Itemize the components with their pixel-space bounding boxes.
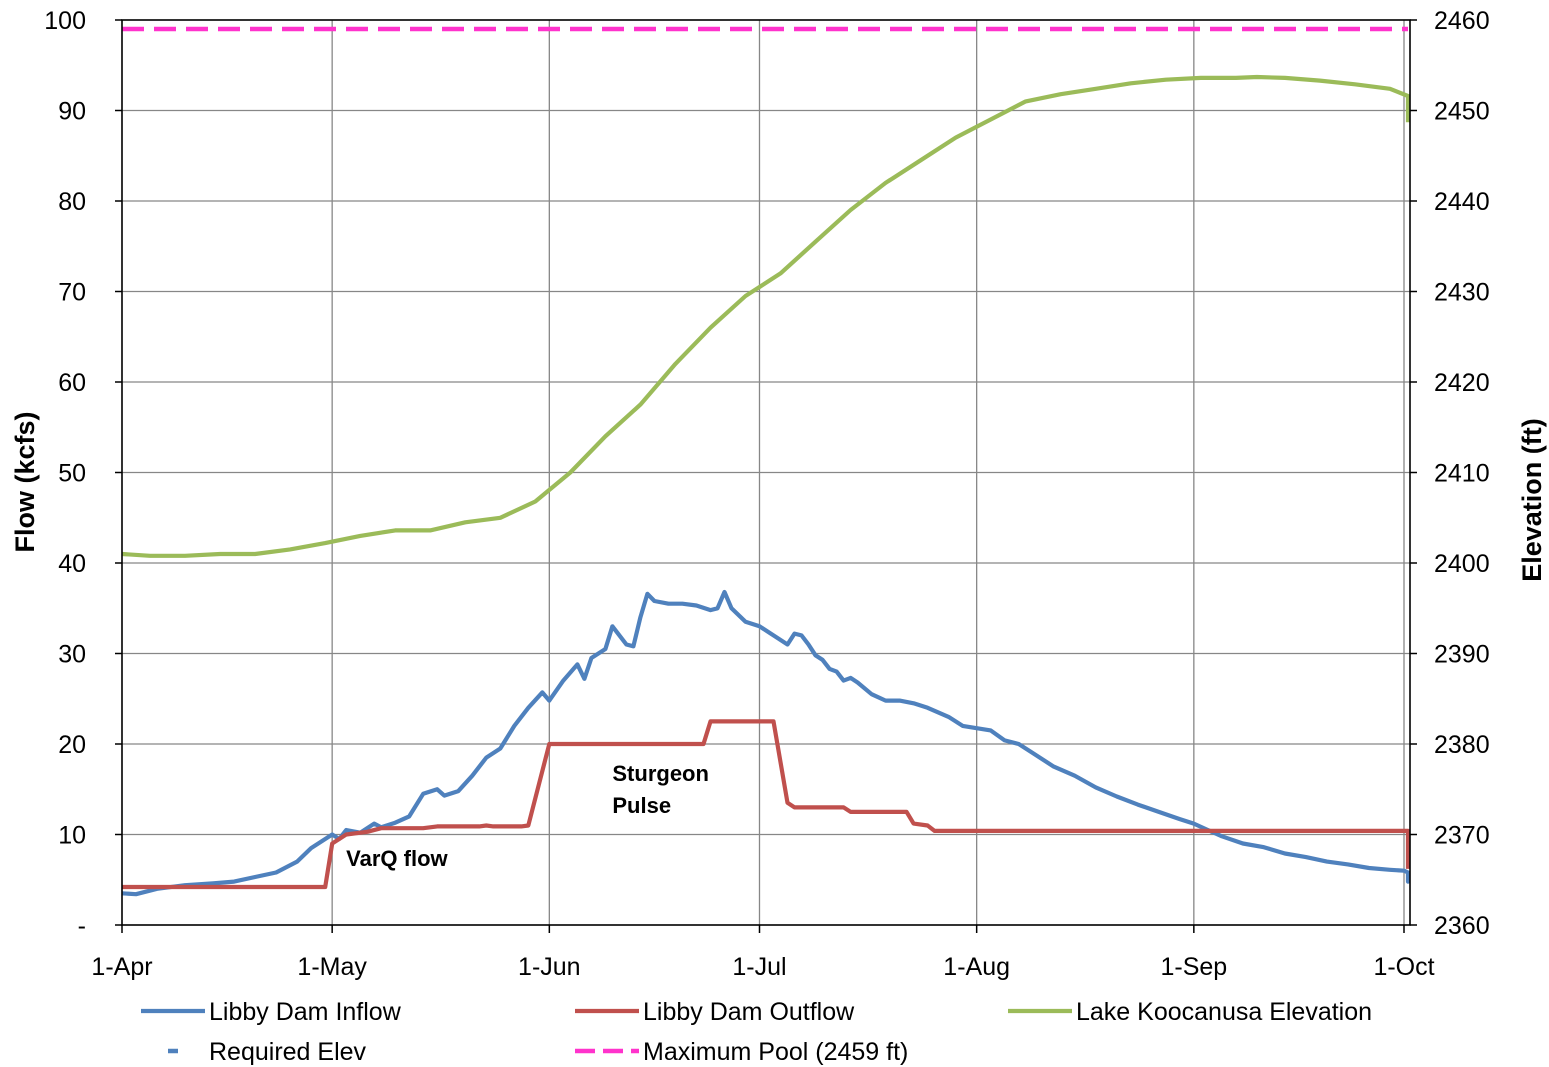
left-tick-label: 100	[44, 7, 86, 35]
lake-koocanusa-elevation-line	[121, 74, 1411, 558]
left-tick-label: 50	[58, 460, 86, 488]
grid-lines	[122, 20, 1410, 925]
legend-label: Libby Dam Inflow	[209, 998, 402, 1026]
left-tick-label: 70	[58, 279, 86, 307]
right-tick-label: 2430	[1434, 279, 1490, 307]
legend-label: Required Elev	[209, 1038, 367, 1066]
legend-item: Required Elev	[168, 1038, 367, 1066]
right-axis-ticks: 2360 2370 2380 2390 2400 2410 2420 2430 2440 2450…	[1410, 7, 1490, 940]
left-axis-ticks: - 10 20 30 40 50 60 70 80 90 100	[44, 7, 122, 940]
left-tick-label: 40	[58, 550, 86, 578]
left-tick-label: 90	[58, 98, 86, 126]
libby-dam-outflow-line	[122, 719, 1411, 890]
legend-item: Libby Dam Outflow	[575, 998, 855, 1026]
right-tick-label: 2440	[1434, 188, 1490, 216]
left-tick-label: 20	[58, 731, 86, 759]
annotations: VarQ flow Sturgeon Pulse	[346, 761, 709, 871]
x-tick-label: 1-Aug	[943, 953, 1010, 981]
legend-label: Lake Koocanusa Elevation	[1076, 998, 1372, 1026]
legend: Libby Dam Inflow Libby Dam Outflow Lake Ko…	[141, 998, 1372, 1066]
x-tick-label: 1-Jun	[518, 953, 581, 981]
libby-dam-inflow-line	[121, 589, 1411, 897]
right-tick-label: 2410	[1434, 460, 1490, 488]
left-tick-label: -	[78, 912, 86, 940]
left-tick-label: 60	[58, 369, 86, 397]
legend-item: Libby Dam Inflow	[141, 998, 402, 1026]
right-tick-label: 2400	[1434, 550, 1490, 578]
series-lines	[121, 26, 1411, 897]
x-tick-label: 1-Apr	[91, 953, 152, 981]
legend-item: Maximum Pool (2459 ft)	[575, 1038, 908, 1066]
x-axis-ticks: 1-Apr 1-May 1-Jun 1-Jul 1-Aug 1-Sep 1-Oct	[91, 925, 1435, 981]
right-tick-label: 2380	[1434, 731, 1490, 759]
left-axis-title: Flow (kcfs)	[10, 411, 40, 552]
right-tick-label: 2450	[1434, 98, 1490, 126]
left-tick-label: 80	[58, 188, 86, 216]
annotation-label: VarQ flow	[346, 846, 448, 871]
right-tick-label: 2390	[1434, 641, 1490, 669]
x-tick-label: 1-Sep	[1160, 953, 1227, 981]
legend-label: Libby Dam Outflow	[643, 998, 855, 1026]
right-tick-label: 2370	[1434, 822, 1490, 850]
x-tick-label: 1-Oct	[1373, 953, 1434, 981]
right-tick-label: 2460	[1434, 7, 1490, 35]
right-tick-label: 2360	[1434, 912, 1490, 940]
right-tick-label: 2420	[1434, 369, 1490, 397]
legend-item: Lake Koocanusa Elevation	[1008, 998, 1372, 1026]
legend-label: Maximum Pool (2459 ft)	[643, 1038, 908, 1066]
x-tick-label: 1-May	[297, 953, 367, 981]
annotation-label: Sturgeon Pulse	[612, 761, 709, 818]
annotation-line: VarQ flow	[346, 846, 448, 871]
x-tick-label: 1-Jul	[732, 953, 786, 981]
annotation-line: Pulse	[612, 793, 671, 818]
left-tick-label: 10	[58, 822, 86, 850]
annotation-line: Sturgeon	[612, 761, 709, 786]
left-tick-label: 30	[58, 641, 86, 669]
right-axis-title: Elevation (ft)	[1517, 418, 1547, 582]
